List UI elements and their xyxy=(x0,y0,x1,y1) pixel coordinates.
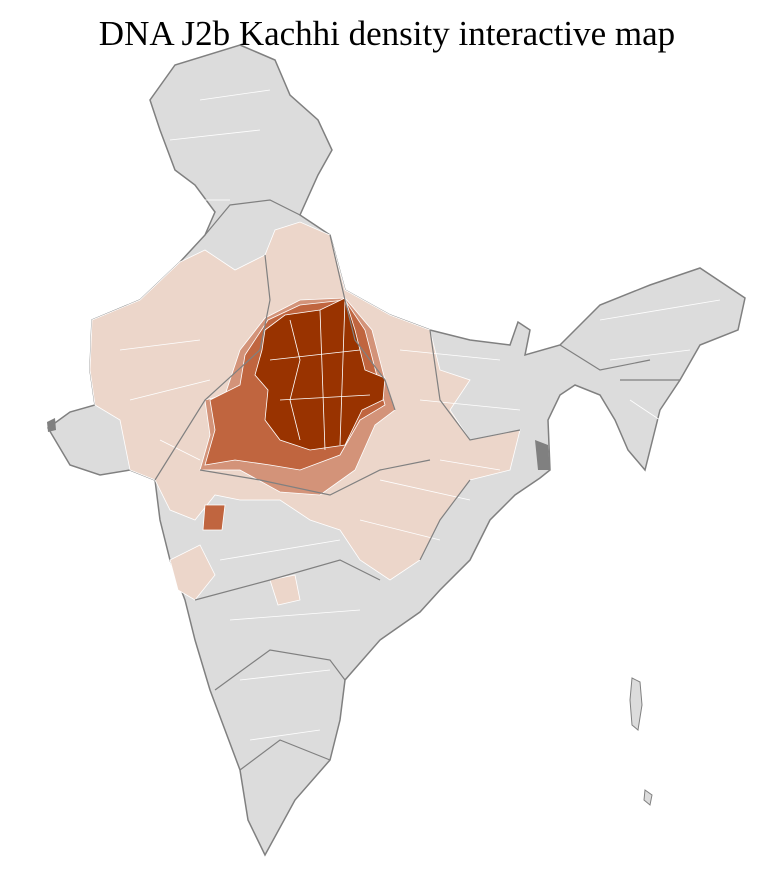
nicobar-islands[interactable] xyxy=(643,789,653,806)
west-bengal-delta xyxy=(535,440,550,470)
state-borders xyxy=(154,199,680,771)
andaman-islands[interactable] xyxy=(629,677,643,731)
density-low-region-deccan[interactable] xyxy=(269,574,301,606)
density-high-region[interactable] xyxy=(254,297,386,451)
density-low-region-south[interactable] xyxy=(169,544,216,601)
district-borders xyxy=(119,89,721,741)
map-title: DNA J2b Kachhi density interactive map xyxy=(98,14,676,53)
gujarat-coast xyxy=(47,418,56,432)
density-medium-low-region-west[interactable] xyxy=(202,504,226,531)
